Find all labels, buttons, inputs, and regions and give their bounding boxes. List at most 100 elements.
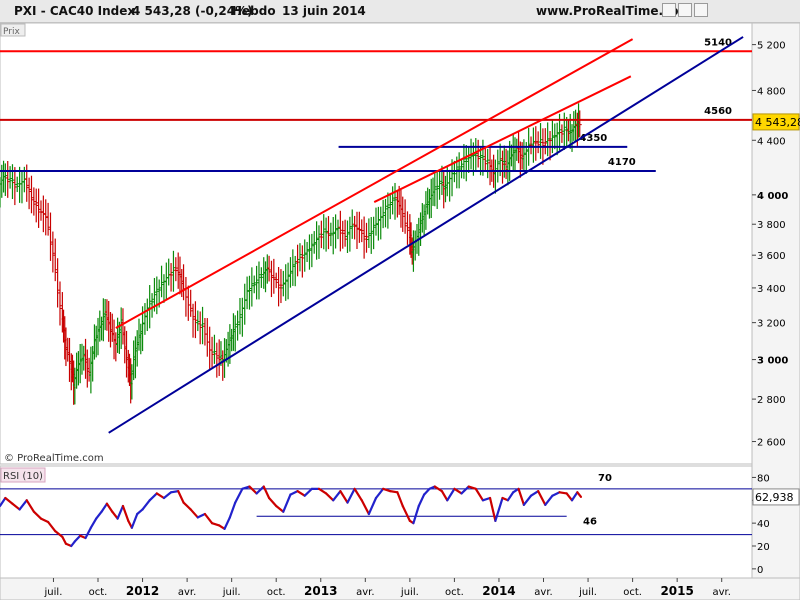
minimize-icon[interactable] [662,3,676,17]
rsi-segment [551,491,561,497]
price-panel-frame [0,22,753,465]
rsi-segment [374,487,385,500]
close-icon[interactable] [694,3,708,17]
rsi-segment [282,493,292,513]
rsi-segment [18,499,28,511]
rsi-last-box [752,488,800,506]
rsi-segment [296,490,306,497]
rsi-segment [116,504,125,520]
rsi-segment [529,490,540,497]
rsi-segment [189,508,199,519]
rsi-segment [262,485,271,500]
rsi-segment [453,487,463,495]
rsi-segment [339,490,349,504]
trend-line [108,36,744,434]
rsi-segment [105,502,114,513]
rsi-segment [162,491,173,500]
rsi-segment [494,496,504,522]
last-price-label: 4 543,28 [755,116,800,129]
y-tick-label: 3 200 [757,319,786,330]
x-tick-label: 2014 [482,584,515,598]
x-tick-label: oct. [623,587,642,598]
rsi-segment [241,485,251,490]
x-tick-label: juil. [222,587,241,598]
rsi-segment [537,490,547,506]
trend-line [115,38,634,329]
rsi-segment [182,501,192,511]
rsi-segment [346,487,356,504]
rsi-segment [169,490,180,494]
instrument-title: PXI - CAC40 Index [14,4,136,18]
x-tick-label: avr. [534,587,552,598]
rsi-segment [570,491,579,502]
rsi-segment [148,492,158,502]
rsi-segment [141,499,151,511]
y-tick-label: 2 800 [757,395,786,406]
x-tick-label: juil. [400,587,419,598]
rsi-segment [223,516,231,530]
rsi-y-tick-label: 0 [757,565,763,576]
restore-icon[interactable] [678,3,692,17]
level-label: 4170 [608,157,636,168]
y-tick-label: 4 000 [757,191,788,202]
rsi-segment [522,494,533,506]
y-tick-label: 5 200 [757,41,786,52]
x-tick-label: juil. [578,587,597,598]
level-label: 4350 [579,133,607,144]
x-tick-label: 2012 [126,584,159,598]
rsi-y-tick-label: 20 [757,542,770,553]
x-axis-panel [0,577,800,600]
rsi-y-tick-label: 40 [757,519,770,530]
rsi-segment [289,490,299,496]
rsi-segment [136,508,144,516]
x-tick-label: oct. [89,587,108,598]
rsi-segment [228,501,237,519]
watermark-text: © ProRealTime.com [4,453,104,464]
x-tick-label: 2015 [660,584,693,598]
rsi-level-label: 70 [598,473,612,484]
rsi-segment [401,504,411,522]
rsi-segment [11,502,21,511]
rsi-segment [460,485,470,495]
rsi-segment [248,485,258,495]
rsi-segment [440,490,449,502]
rsi-segment [121,504,130,522]
rsi-segment [54,530,64,538]
chart-header: PXI - CAC40 Index 4 543,28 (-0,24%) Hebd… [0,0,800,23]
rsi-segment [203,512,214,525]
rsi-segment [267,496,278,508]
x-tick-label: avr. [356,587,374,598]
rsi-segment [177,490,185,504]
rsi-last-label: 62,938 [755,491,794,504]
rsi-y-tick-label: 80 [757,473,770,484]
rsi-segment [4,496,14,505]
rsi-segment [565,492,574,502]
rsi-segment [558,491,568,495]
price-panel-label: Prix [3,27,20,37]
rsi-segment [517,487,526,506]
x-tick-label: oct. [267,587,286,598]
quote-value: 4 543,28 (-0,24%) [132,4,253,18]
rsi-segment [433,485,444,493]
rsi-segment [423,487,431,496]
rsi-segment [155,492,166,500]
rsi-segment [303,487,313,497]
rsi-segment [111,510,119,520]
rsi-segment [100,502,109,513]
x-tick-label: oct. [445,587,464,598]
rsi-segment [360,499,370,516]
y-tick-label: 3 000 [757,356,788,367]
y-tick-label: 3 800 [757,220,786,231]
rsi-segment [25,499,35,513]
rsi-segment [506,491,515,502]
rsi-panel-label: RSI (10) [3,471,43,482]
site-url[interactable]: www.ProRealTime.com [536,4,691,18]
rsi-segment [130,512,139,529]
rsi-level-label: 46 [583,516,597,527]
x-tick-label: juil. [44,587,63,598]
rsi-segment [255,485,265,495]
x-tick-label: avr. [178,587,196,598]
rsi-segment [317,487,328,495]
rsi-segment [367,496,378,516]
